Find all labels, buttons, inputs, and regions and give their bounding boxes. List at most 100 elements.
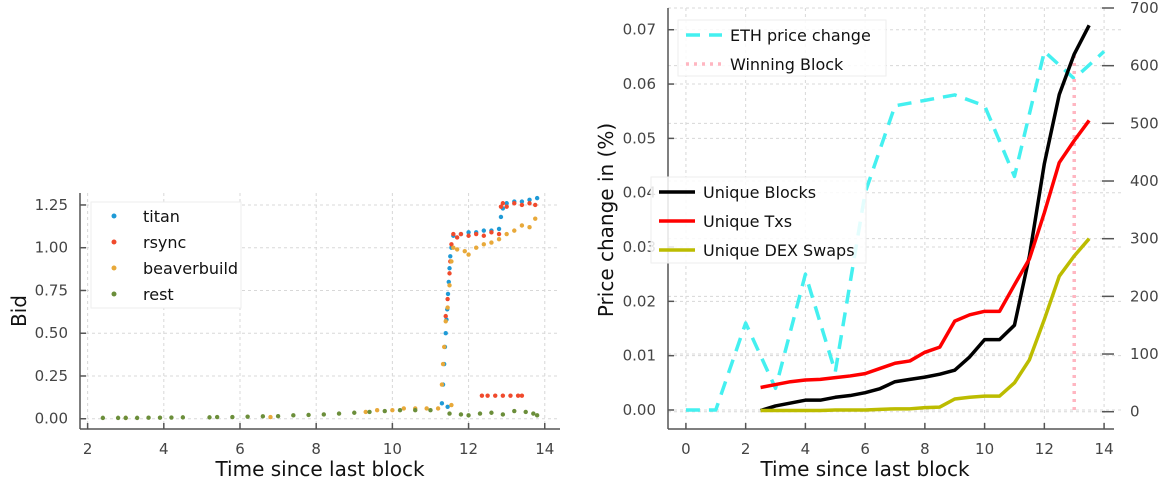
data-point-titan [448,254,453,259]
legend-label: beaverbuild [143,259,238,278]
data-point-rest [169,415,174,420]
data-point-rsync [519,202,525,208]
data-point-beaverbuild [441,344,447,350]
x-tick-label: 0 [681,440,691,458]
data-point-titan [481,228,487,233]
data-point-rsync [508,393,513,398]
y-tick-label: 0.03 [623,238,656,256]
y-axis-label: Price change in (%) [594,123,618,317]
data-point-beaverbuild [527,225,532,230]
data-point-rest [321,412,327,417]
x-axis-label: Time since last block [759,457,970,481]
data-point-titan [498,214,504,220]
data-point-beaverbuild [439,382,445,387]
x-tick-label: 6 [860,440,870,458]
x-tick-label: 4 [801,440,811,458]
x-tick-label: 2 [83,440,93,458]
y2-tick-label: 100 [1130,345,1159,363]
x-axis-label: Time since last block [214,457,425,481]
series-line-unique-dex-swaps [760,237,1091,413]
series-line-eth-price-change [685,49,1106,412]
y2-tick-label: 300 [1130,230,1159,248]
data-point-beaverbuild [512,228,517,233]
data-point-beaverbuild [363,409,368,415]
y-tick-label: 1.25 [35,196,68,214]
legend-label: rest [143,285,174,304]
legend-box [90,201,242,309]
data-point-beaverbuild [374,407,380,413]
data-point-rsync [454,235,460,240]
data-point-rsync [504,204,509,209]
data-point-rest [291,413,296,418]
data-point-rsync [447,271,452,276]
data-point-rsync [496,231,502,237]
data-point-rest [382,408,387,414]
data-point-beaverbuild [445,305,450,310]
data-point-beaverbuild [268,414,273,420]
data-point-rsync [500,393,506,398]
legend-label: Winning Block [730,55,844,74]
data-point-rest [336,411,342,416]
data-point-rest [428,407,433,413]
y-tick-label: 0.00 [35,410,68,428]
data-point-rest [134,415,140,421]
data-point-rest [180,415,186,420]
x-tick-label: 14 [535,440,554,458]
legend-label: rsync [143,233,186,252]
legend-marker [111,213,117,219]
x-tick-label: 14 [1095,440,1114,458]
data-point-rest [123,415,128,421]
y-tick-label: 0.01 [623,347,656,365]
y-tick-label: 0.25 [35,367,68,385]
data-point-rest [489,410,494,415]
data-point-rest [413,407,418,413]
data-point-rest [352,410,357,415]
data-point-rest [115,415,121,421]
data-point-rsync [527,201,532,206]
data-point-titan [519,199,525,204]
data-point-beaverbuild [462,248,467,254]
data-point-rsync [473,231,479,237]
data-point-beaverbuild [447,283,452,288]
legend-label: ETH price change [730,26,871,45]
data-point-titan [445,291,451,297]
legend: titan rsync beaverbuild rest [90,201,242,309]
x-tick-label: 2 [741,440,751,458]
data-point-rest [500,412,506,417]
data-point-beaverbuild [489,240,494,245]
data-point-titan [443,331,448,336]
data-point-titan [445,404,450,409]
y-tick-label: 0.07 [623,21,656,39]
data-point-beaverbuild [496,236,502,242]
data-point-beaverbuild [481,242,487,247]
data-point-titan [446,279,451,285]
y2-tick-label: 0 [1130,403,1140,421]
data-point-beaverbuild [443,319,448,324]
data-point-rsync [481,233,487,238]
y-tick-label: 0.00 [623,401,656,419]
data-point-rest [230,414,235,420]
data-point-beaverbuild [401,406,407,411]
data-point-rsync [466,233,471,238]
data-point-rsync [445,296,450,302]
data-point-rest [397,407,403,413]
data-point-beaverbuild [533,216,538,221]
data-point-rsync [489,230,494,235]
legend-marker [111,239,117,245]
line-chart: 0 2 4 6 8 10 12 14 0.00 0.01 0.02 0.03 0.04 0.05 0.06 0… [594,0,1159,481]
data-point-beaverbuild [466,252,471,257]
data-point-rest [207,415,212,420]
y-tick-label: 0.06 [623,75,656,93]
y-tick-label: 0.50 [35,324,68,342]
legend-label: titan [143,207,180,226]
data-point-rest [214,414,220,420]
data-point-rest [534,413,540,418]
data-point-rest [306,412,311,418]
data-point-titan [466,230,471,235]
legend-marker [111,291,117,297]
data-point-rest [157,415,163,420]
data-point-beaverbuild [440,361,446,367]
y2-tick-label: 700 [1130,0,1159,17]
x-tick-label: 4 [159,440,169,458]
x-tick-label: 8 [920,440,930,458]
